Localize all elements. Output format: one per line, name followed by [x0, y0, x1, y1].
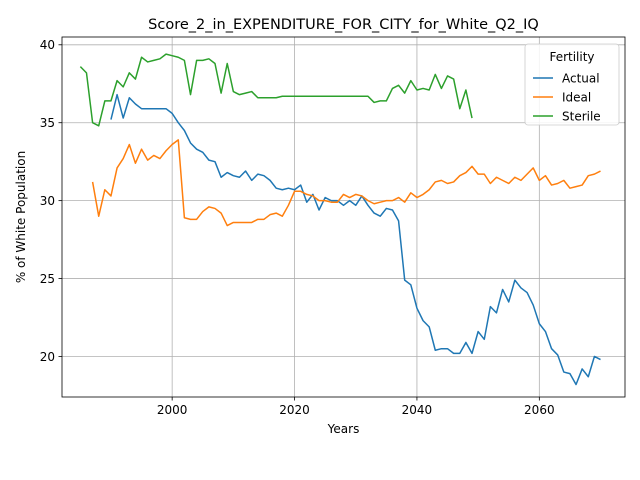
legend-label-sterile: Sterile [562, 109, 601, 123]
y-tick-label: 40 [40, 38, 55, 52]
x-tick-label: 2020 [279, 403, 310, 417]
x-axis-label: Years [327, 422, 360, 436]
legend-label-ideal: Ideal [562, 90, 591, 104]
plot-frame [61, 36, 626, 398]
x-axis-ticks: 2000 2020 2040 2060 [157, 397, 555, 417]
x-tick-label: 2000 [157, 403, 188, 417]
x-tick-label: 2060 [524, 403, 555, 417]
legend-items: Actual Ideal Sterile [533, 71, 601, 123]
y-tick-label: 25 [40, 272, 55, 286]
x-tick-label: 2040 [402, 403, 433, 417]
legend-box [524, 43, 620, 126]
series-line-actual [110, 93, 601, 386]
y-axis-label: % of White Population [14, 151, 28, 283]
legend-title: Fertility [549, 50, 594, 64]
series-layer [79, 53, 601, 386]
y-axis-ticks: 20 25 30 35 40 [40, 38, 62, 364]
legend: Fertility Actual Ideal Sterile [524, 43, 620, 126]
y-tick-label: 20 [40, 350, 55, 364]
series-line-ideal [91, 139, 601, 227]
y-tick-label: 35 [40, 116, 55, 130]
chart-title: Score_2_in_EXPENDITURE_FOR_CITY_for_Whit… [148, 17, 539, 33]
y-tick-label: 30 [40, 194, 55, 208]
legend-label-actual: Actual [562, 71, 600, 85]
series-line-sterile [79, 53, 473, 127]
